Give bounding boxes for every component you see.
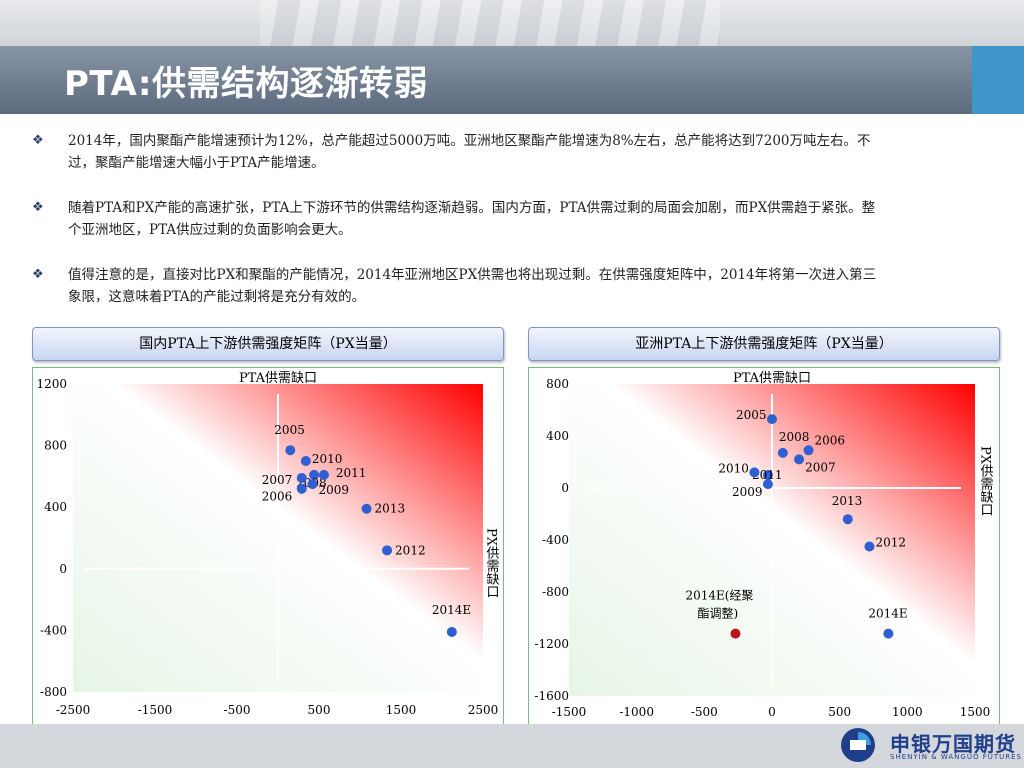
domestic-matrix-chart: -2500 -1500 -500 500 1500 2500 1200 800 400 0 -400… — [36, 371, 500, 717]
x-tick-label: 1500 — [960, 705, 991, 719]
data-point — [803, 445, 814, 456]
data-point — [296, 483, 307, 494]
data-point — [309, 469, 320, 480]
bullet-text: 随着PTA和PX产能的高速扩张，PTA上下游环节的供需结构逐渐趋弱。国内方面，P… — [68, 200, 876, 238]
header-background — [0, 0, 1024, 48]
point-label: 2013 — [832, 494, 863, 508]
title-accent — [972, 46, 1024, 114]
y-tick-label: 400 — [44, 500, 67, 514]
data-point — [842, 514, 853, 525]
point-label: 2008 — [779, 430, 810, 444]
data-point — [749, 467, 760, 478]
page-title: PTA:供需结构逐渐转弱 — [64, 64, 429, 104]
point-label: 2012 — [395, 543, 426, 557]
x-tick-label: 0 — [768, 705, 776, 719]
y-tick-label: -400 — [542, 533, 569, 547]
data-point — [382, 545, 393, 556]
domestic-chart-title: 国内PTA上下游供需强度矩阵（PX当量） — [32, 327, 504, 361]
point-label: 2011 — [752, 468, 783, 482]
pta-gap-label: PTA供需缺口 — [239, 371, 317, 386]
x-tick-label: -500 — [691, 705, 718, 719]
data-point — [361, 503, 372, 514]
y-tick-label: 400 — [546, 429, 569, 443]
x-tick-label: 500 — [308, 703, 331, 717]
logo-text: 申银万国期货 — [890, 732, 1016, 756]
data-point — [307, 479, 318, 490]
px-gap-label: PX供需缺口 — [978, 446, 994, 516]
point-label: 2009 — [732, 485, 763, 499]
x-tick-label: -1000 — [619, 705, 654, 719]
point-label: 2007 — [262, 473, 293, 487]
px-gap-label: PX供需缺口 — [484, 528, 500, 598]
point-label: 酯调整) — [697, 606, 738, 621]
data-point — [777, 447, 788, 458]
bullet-item: ❖ 2014年，国内聚酯产能增速预计为12%，总产能超过5000万吨。亚洲地区聚… — [32, 130, 882, 174]
y-tick-label: -800 — [40, 685, 67, 699]
point-label: 2010 — [718, 461, 749, 475]
point-label: 2010 — [312, 452, 343, 466]
title-bar — [0, 46, 972, 114]
x-tick-label: -1500 — [138, 703, 173, 717]
asia-chart-title: 亚洲PTA上下游供需强度矩阵（PX当量） — [528, 327, 1000, 361]
data-point — [285, 445, 296, 456]
x-tick-label: 1500 — [386, 703, 417, 717]
y-tick-label: 0 — [561, 481, 569, 495]
point-label: 2005 — [274, 423, 305, 437]
x-tick-label: 500 — [828, 705, 851, 719]
point-label: 2011 — [336, 466, 367, 480]
y-tick-label: 800 — [44, 439, 67, 453]
data-point — [296, 472, 307, 483]
bullet-text: 值得注意的是，直接对比PX和聚酯的产能情况，2014年亚洲地区PX供需也将出现过… — [68, 267, 877, 305]
point-label: 2009 — [318, 483, 349, 497]
y-tick-label: 1200 — [36, 377, 67, 391]
y-tick-label: -1200 — [534, 637, 569, 651]
data-point — [762, 479, 773, 490]
y-tick-label: 800 — [546, 377, 569, 391]
company-logo-icon — [841, 728, 875, 762]
point-label: 2005 — [736, 408, 767, 422]
x-tick-label: -500 — [224, 703, 251, 717]
point-label: 2014E — [432, 603, 471, 617]
y-tick-label: 0 — [59, 562, 67, 576]
asia-chart-frame: -1500 -1000 -500 0 500 1000 1500 800 400 0 -400 -80… — [528, 367, 1000, 727]
domestic-chart-frame: -2500 -1500 -500 500 1500 2500 1200 800 400 0 -400… — [32, 367, 504, 725]
diamond-bullet-icon: ❖ — [32, 267, 44, 282]
bullet-list: ❖ 2014年，国内聚酯产能增速预计为12%，总产能超过5000万吨。亚洲地区聚… — [32, 130, 882, 331]
point-label: 2014E(经聚 — [685, 589, 753, 603]
data-point — [864, 541, 875, 552]
logo-subtext: SHENYIN & WANGUO FUTURES — [890, 753, 1022, 761]
diamond-bullet-icon: ❖ — [32, 200, 44, 215]
x-tick-label: 2500 — [468, 703, 499, 717]
point-label: 2013 — [375, 502, 406, 516]
x-tick-label: -1500 — [552, 705, 587, 719]
data-point — [730, 628, 741, 639]
data-point — [300, 456, 311, 466]
point-label: 2006 — [262, 490, 293, 504]
x-tick-label: 1000 — [892, 705, 923, 719]
y-tick-label: -1600 — [534, 689, 569, 703]
data-point — [767, 414, 777, 425]
data-point — [794, 454, 805, 465]
point-label: 2007 — [805, 460, 836, 474]
y-tick-label: -400 — [40, 623, 67, 637]
data-point — [883, 628, 894, 639]
x-tick-label: -2500 — [56, 703, 91, 717]
data-point — [762, 470, 773, 480]
point-label: 2006 — [815, 433, 846, 447]
bullet-item: ❖ 随着PTA和PX产能的高速扩张，PTA上下游环节的供需结构逐渐趋弱。国内方面… — [32, 197, 882, 241]
diamond-bullet-icon: ❖ — [32, 133, 44, 148]
data-point — [318, 469, 329, 480]
pta-gap-label: PTA供需缺口 — [733, 371, 811, 386]
point-label: 2014E — [868, 607, 907, 621]
data-point — [446, 626, 457, 637]
bullet-item: ❖ 值得注意的是，直接对比PX和聚酯的产能情况，2014年亚洲地区PX供需也将出… — [32, 264, 882, 308]
bullet-text: 2014年，国内聚酯产能增速预计为12%，总产能超过5000万吨。亚洲地区聚酯产… — [68, 133, 871, 171]
asia-matrix-chart: -1500 -1000 -500 0 500 1000 1500 800 400 0 -400 -80… — [534, 371, 994, 719]
y-tick-label: -800 — [542, 585, 569, 599]
point-label: 2012 — [875, 536, 906, 550]
